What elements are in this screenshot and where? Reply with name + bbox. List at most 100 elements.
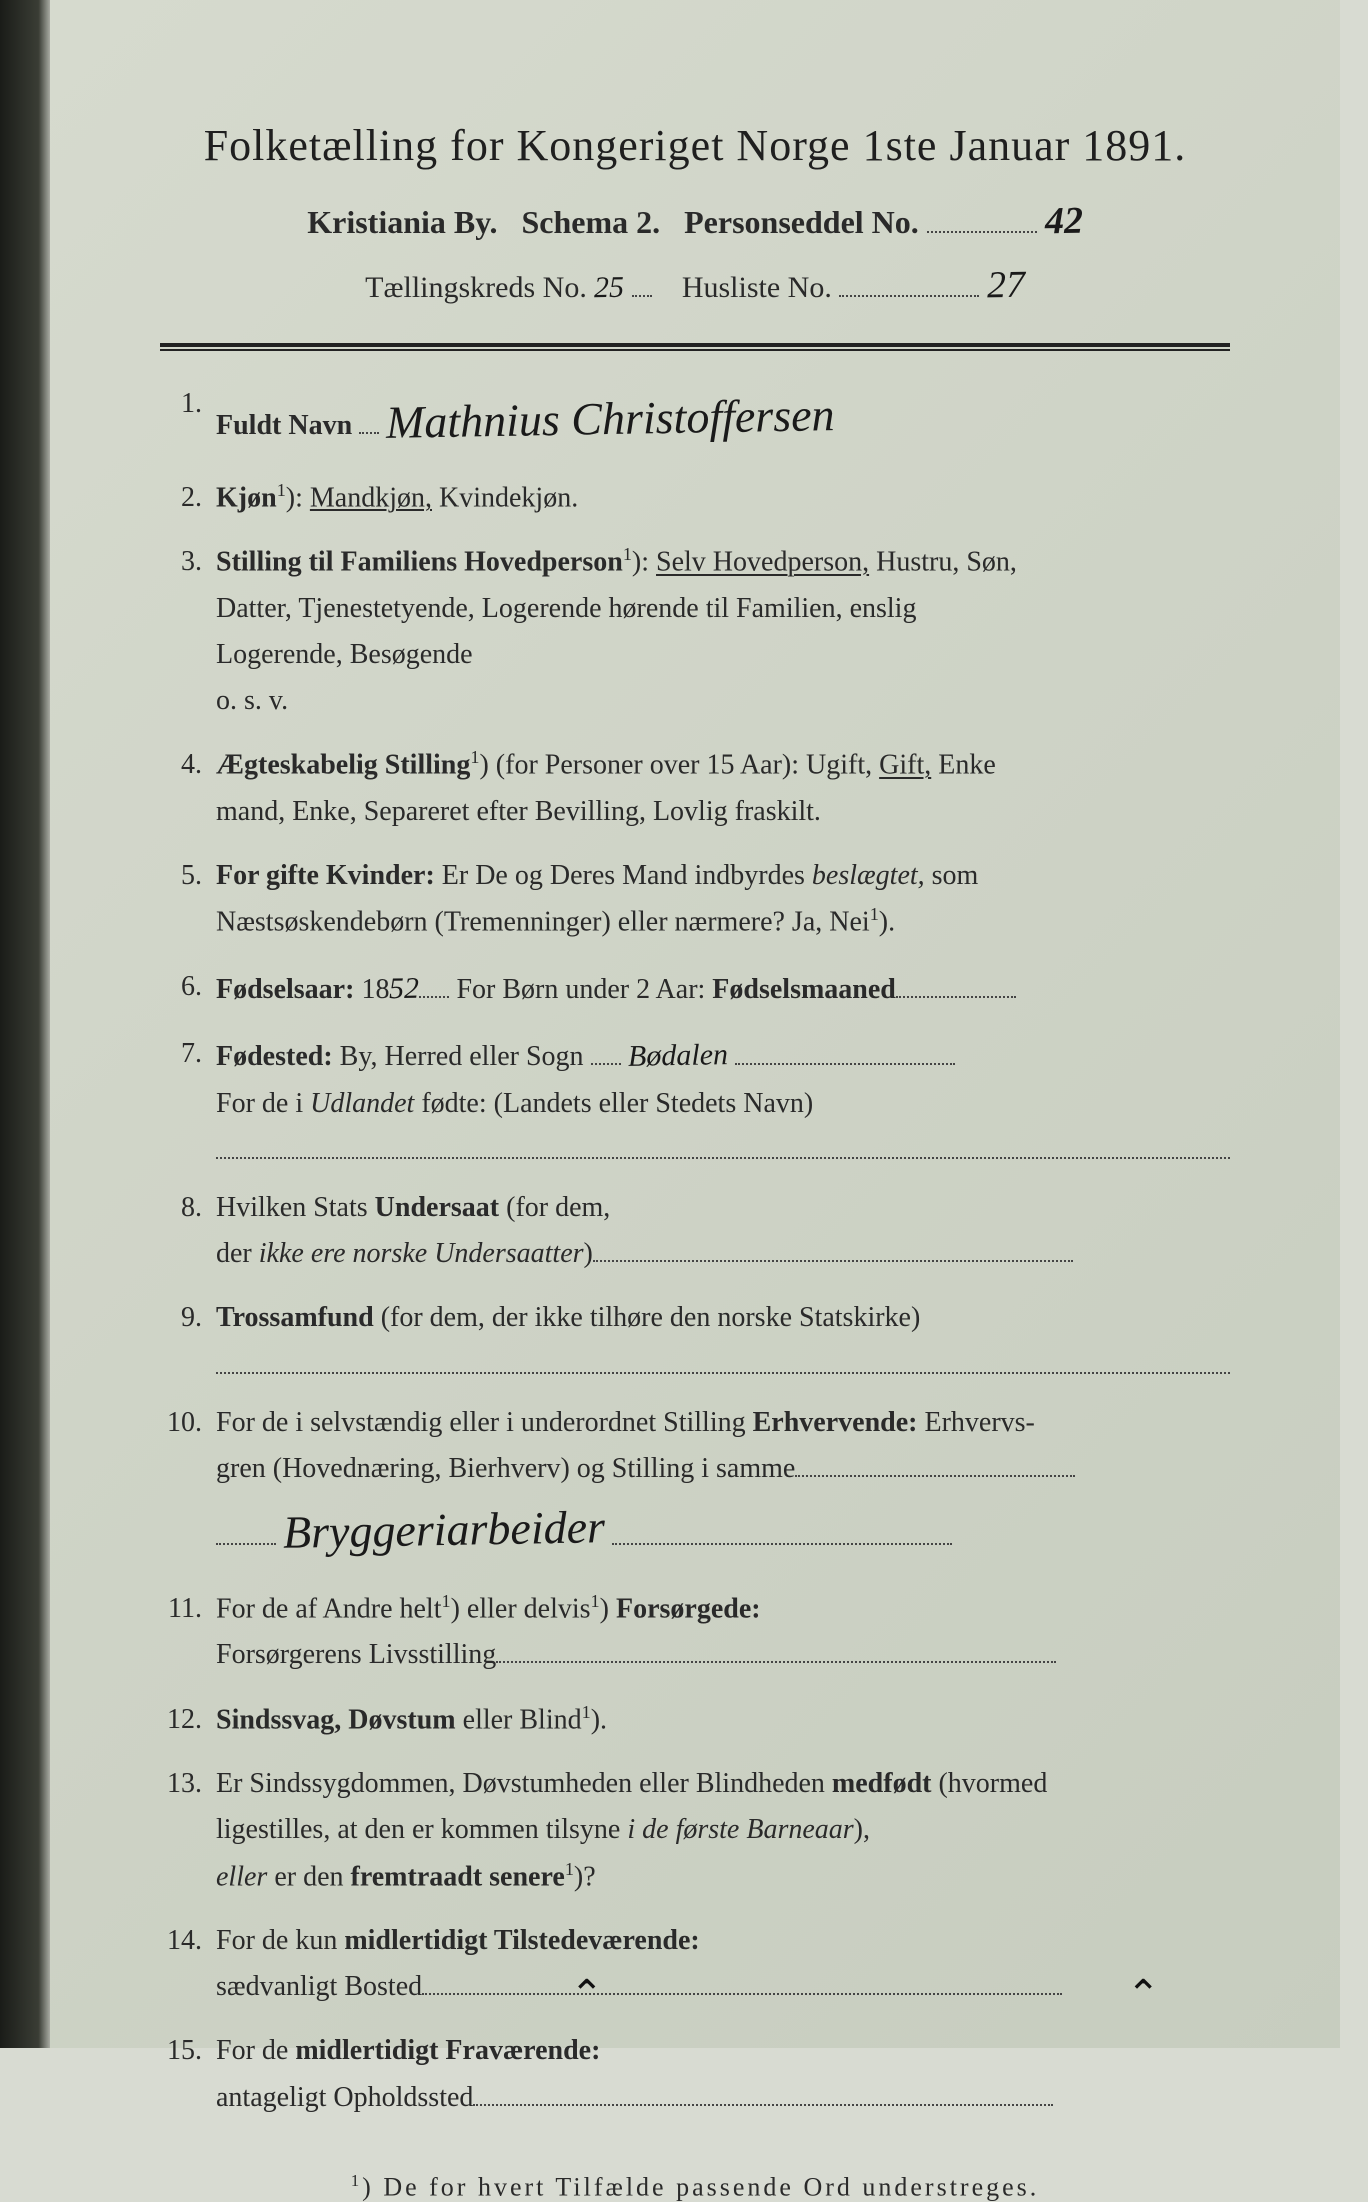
q1-name-value: Mathnius Christoffersen xyxy=(386,377,836,461)
q8: 8. Hvilken Stats Undersaat (for dem, der… xyxy=(160,1185,1230,1277)
q3-label: Stilling til Familiens Hovedperson xyxy=(216,547,623,578)
sup: 1 xyxy=(591,1591,600,1611)
text: eller Blind xyxy=(456,1704,582,1735)
q6-label: Fødselsaar: xyxy=(216,974,354,1005)
q9-label: Trossamfund xyxy=(216,1302,374,1333)
q14-line2: sædvanligt Bosted xyxy=(216,1971,422,2002)
q15-line2: antageligt Opholdssted xyxy=(216,2082,473,2113)
q13: 13. Er Sindssygdommen, Døvstumheden elle… xyxy=(160,1761,1230,1900)
q5: 5. For gifte Kvinder: Er De og Deres Man… xyxy=(160,853,1230,946)
q11-label: Forsørgede: xyxy=(616,1593,761,1624)
dotfill xyxy=(612,1517,952,1545)
q7-label: Fødested: xyxy=(216,1041,333,1072)
text: ). xyxy=(591,1704,607,1735)
q14: 14. For de kun midlertidigt Tilstedevære… xyxy=(160,1918,1230,2010)
text: ) xyxy=(584,1238,593,1269)
dotfill xyxy=(896,970,1016,998)
q10: 10. For de i selvstændig eller i underor… xyxy=(160,1400,1230,1568)
dotfill xyxy=(735,1037,955,1065)
q14-label: midlertidigt Tilstedeværende: xyxy=(344,1925,699,1956)
text: er den xyxy=(267,1861,350,1892)
personseddel-no-value: 42 xyxy=(1044,199,1083,244)
divider-thin xyxy=(160,349,1230,351)
text: ). xyxy=(879,907,895,938)
q10-label: Erhvervende: xyxy=(753,1407,918,1438)
q-num: 9. xyxy=(160,1295,216,1381)
text: ): xyxy=(286,482,303,513)
footnote: 1) De for hvert Tilfælde passende Ord un… xyxy=(160,2171,1230,2202)
q4-line2: mand, Enke, Separeret efter Bevilling, L… xyxy=(216,789,1230,835)
text: For de kun xyxy=(216,1925,344,1956)
husliste-no-value: 27 xyxy=(986,263,1025,308)
dotfill xyxy=(216,1517,276,1545)
page-title: Folketælling for Kongeriget Norge 1ste J… xyxy=(160,120,1230,171)
dotfill xyxy=(795,1449,1075,1477)
q1-label: Fuldt Navn xyxy=(216,410,352,441)
tellingskreds-label: Tællingskreds No. xyxy=(365,271,587,304)
text: For de af Andre helt xyxy=(216,1593,442,1624)
text: )? xyxy=(574,1861,596,1892)
text: fødte: (Landets eller Stedets Navn) xyxy=(414,1088,813,1119)
text: 18 xyxy=(354,974,389,1005)
text: Er Sindssygdommen, Døvstumheden eller Bl… xyxy=(216,1768,832,1799)
city-label: Kristiania By. xyxy=(307,204,497,240)
q8-label: Undersaat xyxy=(375,1192,499,1223)
q-num: 5. xyxy=(160,853,216,946)
sup: 1 xyxy=(277,480,286,500)
q2: 2. Kjøn1): Mandkjøn, Kvindekjøn. xyxy=(160,475,1230,522)
q2-label: Kjøn xyxy=(216,482,277,513)
dotline xyxy=(216,1135,1230,1159)
dotfill xyxy=(419,970,449,998)
q-num: 1. xyxy=(160,381,216,457)
q-num: 3. xyxy=(160,539,216,724)
q-num: 13. xyxy=(160,1761,216,1900)
census-form-page: Folketælling for Kongeriget Norge 1ste J… xyxy=(50,0,1340,2048)
q-num: 7. xyxy=(160,1031,216,1167)
text: Er De og Deres Mand indbyrdes xyxy=(435,860,812,891)
husliste-label: Husliste No. xyxy=(682,271,832,304)
dotline xyxy=(216,1350,1230,1374)
q2-selected: Mandkjøn, xyxy=(310,482,432,513)
q-num: 11. xyxy=(160,1586,216,1679)
q10-line2: gren (Hovednæring, Bierhverv) og Stillin… xyxy=(216,1453,795,1484)
q11: 11. For de af Andre helt1) eller delvis1… xyxy=(160,1586,1230,1679)
footnote-text: ) De for hvert Tilfælde passende Ord und… xyxy=(362,2172,1039,2201)
q-num: 6. xyxy=(160,964,216,1014)
q15: 15. For de midlertidigt Fraværende: anta… xyxy=(160,2028,1230,2120)
header-line-3: Tællingskreds No. 25 Husliste No. 27 xyxy=(160,263,1230,307)
binding-edge xyxy=(0,0,55,2048)
q6-year-value: 52 xyxy=(389,964,420,1014)
q11-line2: Forsørgerens Livsstilling xyxy=(216,1639,496,1670)
text: (for dem, xyxy=(499,1192,610,1223)
q10-occupation-value: Bryggeriarbeider xyxy=(282,1489,605,1570)
sup: 1 xyxy=(582,1702,591,1722)
text: ) eller delvis xyxy=(451,1593,591,1624)
dotfill xyxy=(632,267,652,297)
b: medfødt xyxy=(832,1768,932,1799)
text: Erhvervs- xyxy=(917,1407,1034,1438)
q4-selected: Gift, xyxy=(879,750,931,781)
q-num: 10. xyxy=(160,1400,216,1568)
text: ) xyxy=(600,1593,616,1624)
q4: 4. Ægteskabelig Stilling1) (for Personer… xyxy=(160,742,1230,835)
text: For de i selvstændig eller i underordnet… xyxy=(216,1407,753,1438)
q6-label2: Fødselsmaaned xyxy=(712,974,896,1005)
text: ): xyxy=(632,547,649,578)
dotfill xyxy=(927,201,1037,233)
text: ligestilles, at den er kommen tilsyne xyxy=(216,1814,627,1845)
dotfill xyxy=(591,1037,621,1065)
q3-line4: o. s. v. xyxy=(216,678,1230,724)
schema-label: Schema 2. xyxy=(521,204,660,240)
text: (for dem, der ikke tilhøre den norske St… xyxy=(374,1302,921,1333)
em: i de første Barneaar xyxy=(627,1814,853,1845)
q9: 9. Trossamfund (for dem, der ikke tilhør… xyxy=(160,1295,1230,1381)
text: Kvindekjøn. xyxy=(432,482,578,513)
dotfill xyxy=(496,1635,1056,1663)
text: Hustru, Søn, xyxy=(869,547,1017,578)
text: For de i xyxy=(216,1088,310,1119)
q6: 6. Fødselsaar: 1852 For Børn under 2 Aar… xyxy=(160,964,1230,1014)
q-num: 12. xyxy=(160,1697,216,1744)
q3: 3. Stilling til Familiens Hovedperson1):… xyxy=(160,539,1230,724)
text: For de xyxy=(216,2035,295,2066)
q5-line2a: Næstsøskendebørn (Tremenninger) eller næ… xyxy=(216,907,870,938)
